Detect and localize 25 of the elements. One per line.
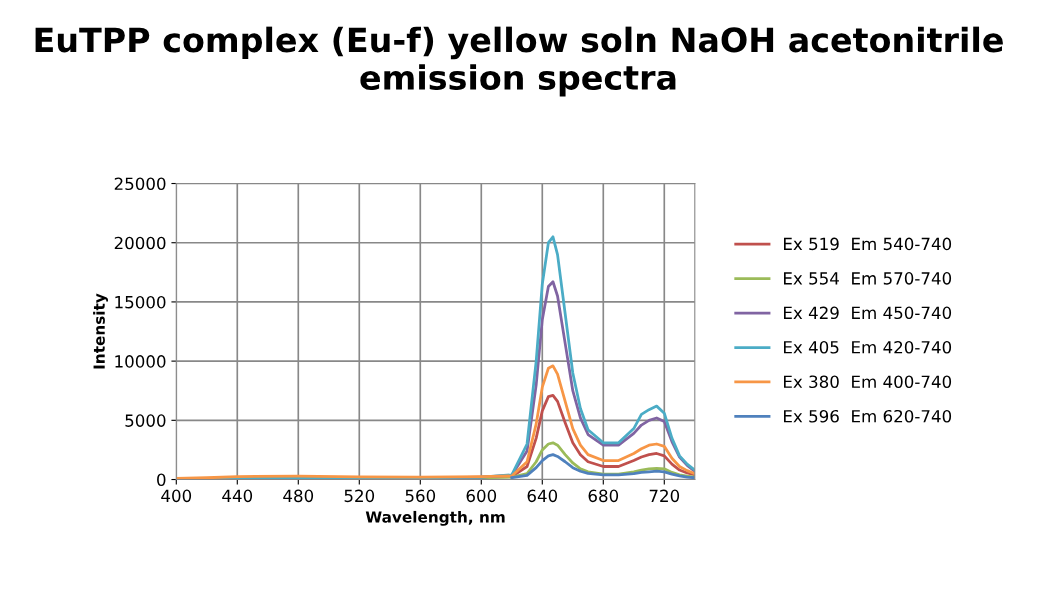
x-tick-label: 520 [344, 489, 375, 503]
y-tick-label: 0 [157, 473, 166, 487]
legend-label: Ex 554 Em 570-740 [784, 272, 952, 285]
x-tick-label: 720 [649, 489, 680, 503]
line-series [510, 453, 695, 480]
legend-label: Ex 519 Em 540-740 [784, 237, 952, 251]
x-tick-label: 680 [588, 489, 619, 503]
y-tick-label: 10000 [115, 355, 166, 368]
y-tick-label: 15000 [115, 295, 166, 309]
y-tick-label: 25000 [114, 177, 166, 191]
y-axis-title: Intensity [93, 293, 108, 369]
x-tick-label: 560 [405, 489, 436, 503]
legend-label: Ex 429 Em 450-740 [784, 306, 952, 320]
y-tick-label: 20000 [114, 236, 166, 250]
y-tick-label: 5000 [125, 414, 166, 427]
legend-label: Ex 405 Em 420-740 [784, 340, 952, 354]
x-tick-label: 600 [466, 489, 497, 503]
x-tick-label: 640 [527, 489, 558, 503]
x-tick-label: 440 [222, 489, 253, 503]
x-tick-label: 400 [161, 489, 192, 503]
legend-label: Ex 380 Em 400-740 [784, 375, 952, 389]
legend-label: Ex 596 Em 620-740 [784, 409, 952, 423]
x-axis-title: Wavelength, nm [365, 510, 505, 526]
chart-title: EuTPP complex (Eu-f) yellow soln NaOH acetonitrile emission spectra [35, 26, 1003, 97]
x-tick-label: 480 [283, 489, 314, 503]
